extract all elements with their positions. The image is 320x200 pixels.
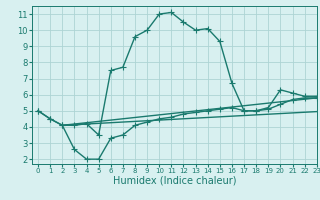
X-axis label: Humidex (Indice chaleur): Humidex (Indice chaleur) xyxy=(113,176,236,186)
